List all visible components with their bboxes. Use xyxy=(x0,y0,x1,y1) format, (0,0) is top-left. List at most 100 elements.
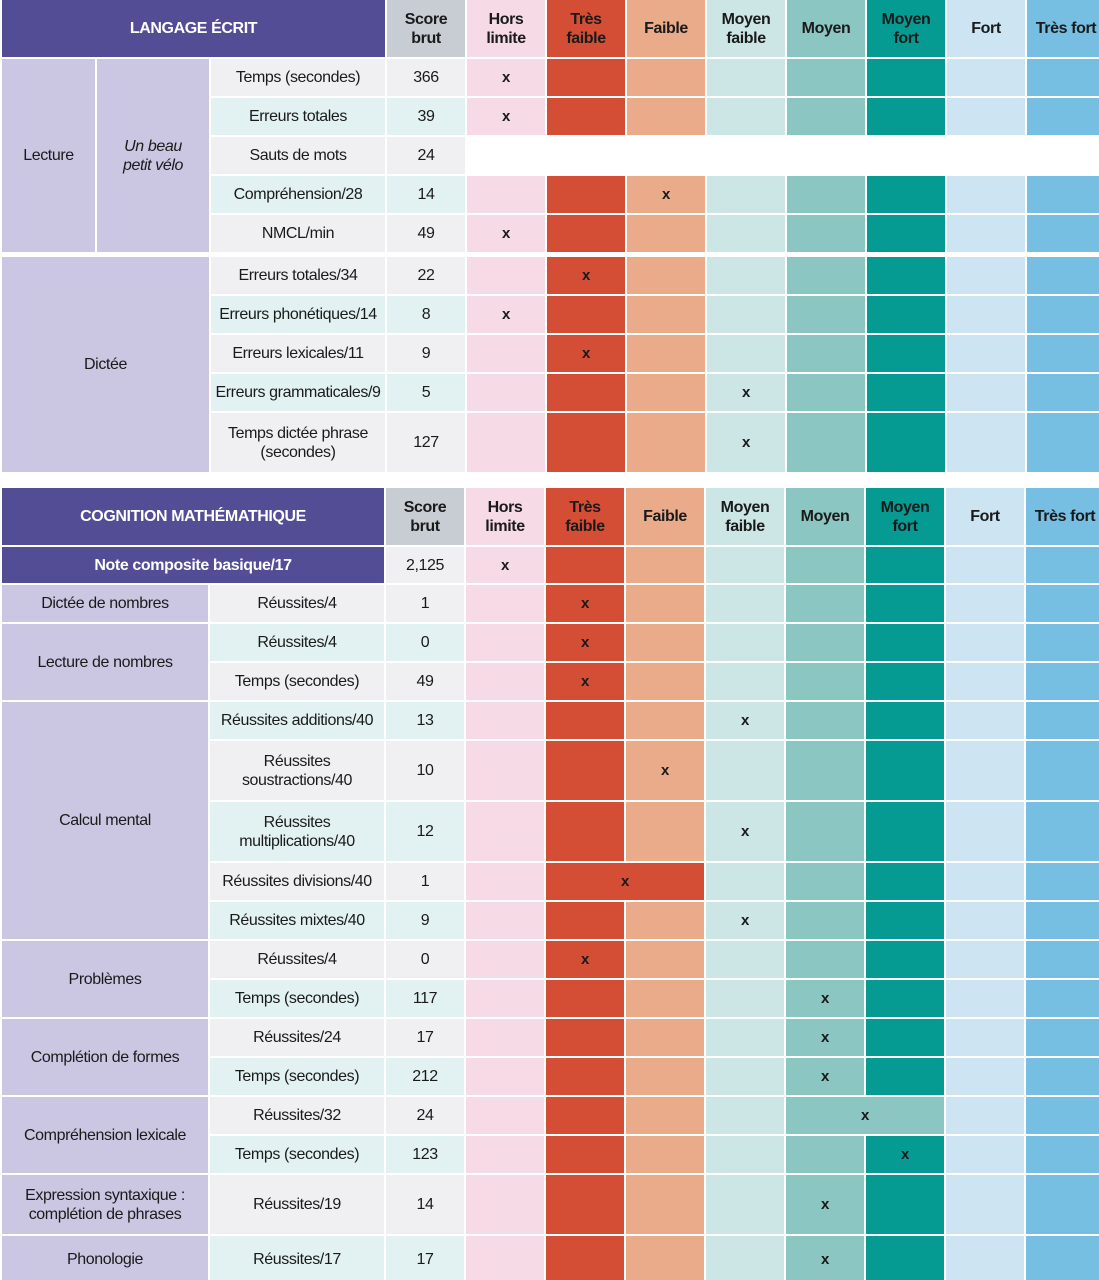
measure-label: Temps dictée phrase (secondes) xyxy=(211,413,386,472)
scale-cell xyxy=(627,59,706,96)
scale-cell xyxy=(627,374,706,411)
scale-cell-marked: x xyxy=(786,1236,864,1280)
scale-cell xyxy=(546,902,624,939)
scale-cell xyxy=(626,1058,704,1095)
raw-score: 212 xyxy=(386,1058,464,1095)
scale-cell xyxy=(547,374,626,411)
scale-cell xyxy=(547,296,626,333)
scale-cell xyxy=(867,257,946,294)
scale-cell xyxy=(946,802,1024,861)
scale-cell xyxy=(466,1019,544,1056)
measure-label: Temps (secondes) xyxy=(211,59,386,96)
scale-cell xyxy=(626,902,704,939)
scale-cell xyxy=(706,663,784,700)
scale-cell xyxy=(866,1019,944,1056)
section-title: LANGAGE ÉCRIT xyxy=(2,0,386,57)
scale-cell xyxy=(1027,374,1099,411)
measure-label: Réussites additions/40 xyxy=(210,702,384,739)
scale-cell xyxy=(1026,1019,1099,1056)
raw-score: 24 xyxy=(386,1097,464,1134)
scale-cell-marked: x xyxy=(467,296,546,333)
scale-cell-marked: x xyxy=(706,802,784,861)
scale-cell xyxy=(706,980,784,1017)
scale-cell xyxy=(626,1019,704,1056)
measure-label: Temps (secondes) xyxy=(210,980,384,1017)
raw-score: 24 xyxy=(387,137,466,174)
scale-cell xyxy=(866,941,944,978)
scale-cell-marked: x xyxy=(546,624,624,661)
category-header: Très fort xyxy=(1026,488,1099,545)
raw-score: 10 xyxy=(386,741,464,800)
score-header: Score brut xyxy=(386,488,464,545)
scale-cell xyxy=(627,413,706,472)
mark-x: x xyxy=(821,1068,829,1085)
mark-x: x xyxy=(581,673,589,690)
scale-cell xyxy=(867,296,946,333)
scale-cell xyxy=(1026,902,1099,939)
table-row: Phonologie Réussites/17 17 x xyxy=(2,1236,1099,1280)
scale-cell-marked: x xyxy=(626,741,704,800)
scale-cell xyxy=(546,1058,624,1095)
mark-x: x xyxy=(661,762,669,779)
measure-label: Temps (secondes) xyxy=(210,663,384,700)
group-label: Calcul mental xyxy=(2,702,208,939)
scale-cell-marked: x xyxy=(546,941,624,978)
table-row: Temps dictée phrase (secondes) 127 x xyxy=(2,413,1099,472)
scale-cell xyxy=(546,980,624,1017)
scale-cell xyxy=(1026,1136,1099,1173)
scale-cell-marked: x xyxy=(707,374,786,411)
scale-cell xyxy=(1027,413,1099,472)
raw-score: 9 xyxy=(387,335,466,372)
table-row: Compréhension/28 14 x xyxy=(2,176,1099,213)
scale-cell-marked: x xyxy=(866,1136,944,1173)
scale-cell xyxy=(546,547,624,583)
section-title: COGNITION MATHÉMATHIQUE xyxy=(2,488,384,545)
raw-score: 12 xyxy=(386,802,464,861)
scale-cell xyxy=(547,98,626,135)
mark-x: x xyxy=(502,108,510,125)
group-label-dictee: Dictée xyxy=(2,257,209,472)
scale-cell xyxy=(866,663,944,700)
table-row: Lecture Un beau petit vélo Temps (secondes… xyxy=(2,59,1099,252)
measure-label: Réussites/4 xyxy=(210,941,384,978)
scale-cell xyxy=(786,547,864,583)
scale-cell xyxy=(786,585,864,622)
scale-cell xyxy=(706,1019,784,1056)
raw-score: 49 xyxy=(386,663,464,700)
group-label: Lecture de nombres xyxy=(2,624,208,700)
scale-cell xyxy=(946,902,1024,939)
scale-cell xyxy=(1027,257,1099,294)
scale-cell xyxy=(947,335,1026,372)
category-header: Moyen faible xyxy=(706,488,784,545)
raw-score: 117 xyxy=(386,980,464,1017)
scale-cell xyxy=(866,802,944,861)
scale-cell xyxy=(706,1175,784,1234)
scale-cell xyxy=(1027,215,1099,252)
category-header: Très faible xyxy=(547,0,626,57)
scale-cell xyxy=(466,980,544,1017)
table-row: Sauts de mots 24 xyxy=(2,137,1099,174)
scale-cell xyxy=(947,257,1026,294)
scale-cell xyxy=(786,802,864,861)
scale-cell xyxy=(706,547,784,583)
category-header: Fort xyxy=(947,0,1026,57)
scale-cell xyxy=(467,335,546,372)
scale-cell xyxy=(787,98,866,135)
scale-cell xyxy=(706,1236,784,1280)
scale-cell xyxy=(466,1097,544,1134)
scale-cell xyxy=(707,176,786,213)
scale-cell xyxy=(1026,741,1099,800)
scale-cell-marked: x xyxy=(706,702,784,739)
header-row: COGNITION MATHÉMATHIQUE Score brut Hors li… xyxy=(2,488,1099,545)
scale-cell xyxy=(947,59,1026,96)
scale-cell xyxy=(947,176,1026,213)
mark-x: x xyxy=(741,912,749,929)
raw-score: 22 xyxy=(387,257,466,294)
mark-x: x xyxy=(581,595,589,612)
mark-x: x xyxy=(581,634,589,651)
scale-cell xyxy=(946,585,1024,622)
measure-label: Erreurs lexicales/11 xyxy=(211,335,386,372)
scale-cell xyxy=(946,980,1024,1017)
scale-cell xyxy=(867,374,946,411)
scale-cell xyxy=(1026,702,1099,739)
